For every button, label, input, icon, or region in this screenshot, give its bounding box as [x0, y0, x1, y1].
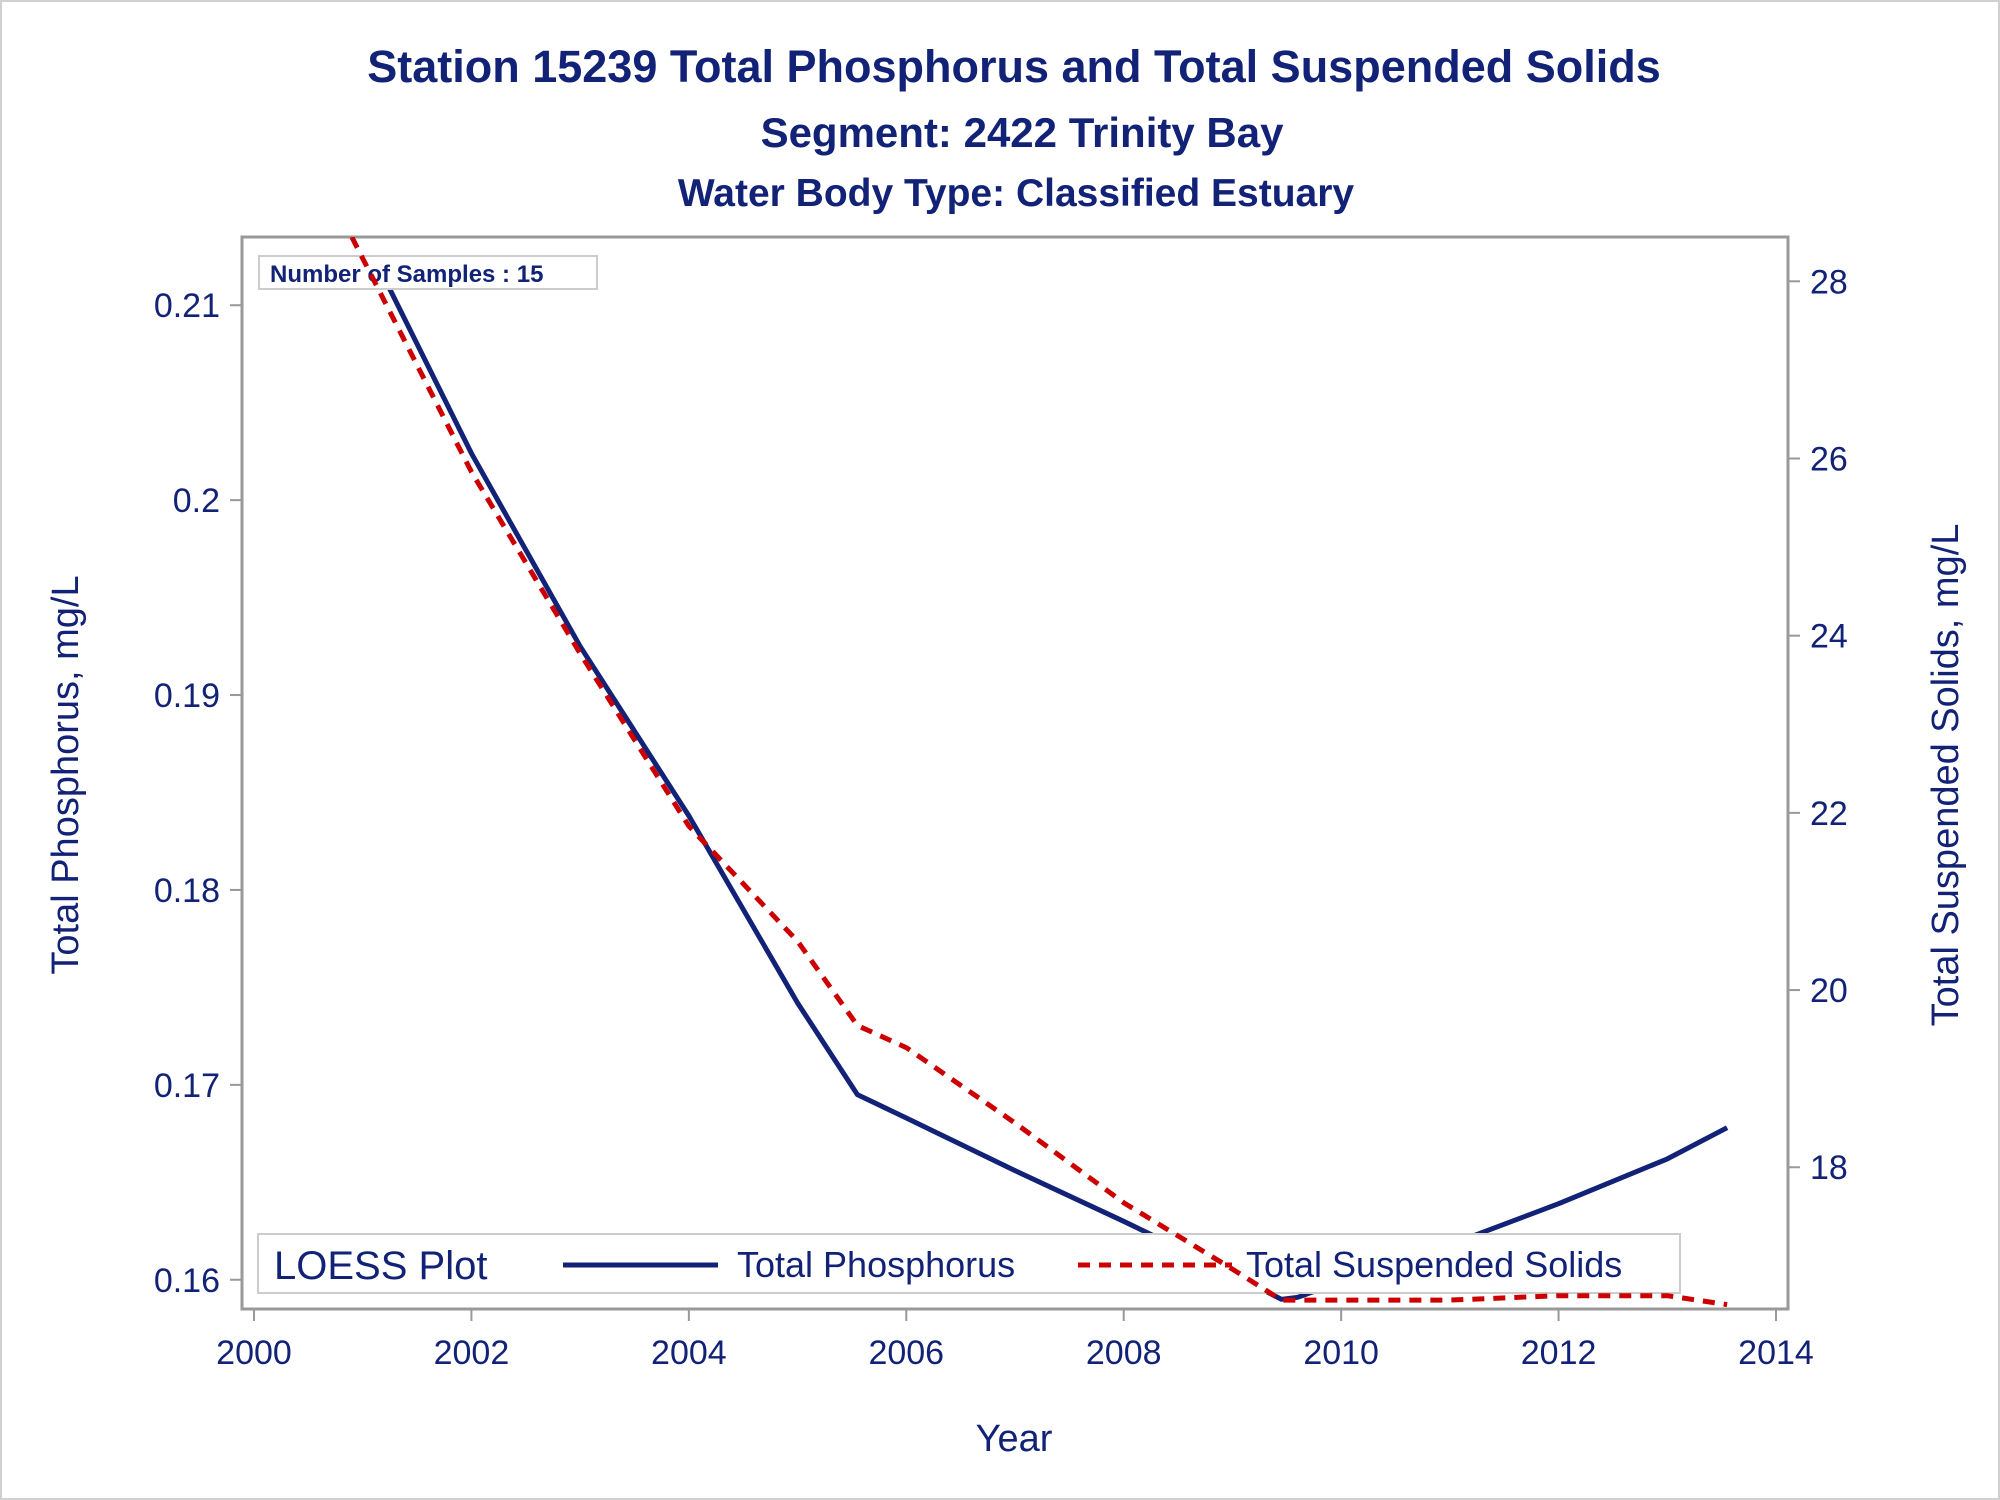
y2-tick-label: 24	[1810, 618, 1848, 656]
x-tick-label: 2004	[651, 1334, 727, 1372]
y-axis-left: 0.16 0.17 0.18 0.19 0.2 0.21	[154, 287, 242, 1300]
x-tick-label: 2014	[1738, 1334, 1814, 1372]
y-tick-label: 0.16	[154, 1262, 220, 1300]
x-tick-label: 2010	[1303, 1334, 1379, 1372]
y2-tick-label: 26	[1810, 440, 1848, 478]
inset-box	[258, 255, 598, 290]
series-line-total-phosphorus	[371, 255, 1729, 1302]
x-tick-label: 2006	[868, 1334, 944, 1372]
sample-count-inset: Number of Samples : 15	[258, 255, 598, 290]
legend-label-total-suspended-solids: Total Suspended Solids	[1246, 1244, 1622, 1285]
legend: LOESS Plot Total Phosphorus	[257, 1233, 1681, 1294]
legend-box	[257, 1233, 1681, 1294]
legend-title: LOESS Plot	[274, 1244, 487, 1288]
x-tick-label: 2002	[434, 1334, 510, 1372]
y-axis-label: Total Phosphorus, mg/L	[45, 575, 87, 974]
series-line-total-suspended-solids	[349, 237, 1728, 1308]
y-tick-label: 0.17	[154, 1067, 220, 1105]
y-tick-label: 0.19	[154, 677, 220, 715]
legend-label-total-phosphorus: Total Phosphorus	[737, 1244, 1015, 1285]
y-tick-label: 0.2	[173, 482, 220, 520]
chart-subtitle: Segment: 2422 Trinity Bay	[761, 109, 1285, 156]
y2-tick-label: 28	[1810, 263, 1848, 301]
series-lines	[371, 255, 1729, 1302]
y2-tick-label: 20	[1810, 972, 1848, 1010]
x-axis: 2000 2002 2004 2006 2008 2010 2012 2014	[216, 1309, 1814, 1372]
plot-area	[240, 235, 1790, 1311]
y2-axis-label: Total Suspended Solids, mg/L	[1925, 524, 1967, 1027]
chart-subtitle-2: Water Body Type: Classified Estuary	[678, 172, 1354, 215]
y-tick-label: 0.21	[154, 287, 220, 325]
x-tick-label: 2008	[1086, 1334, 1162, 1372]
y2-tick-label: 22	[1810, 795, 1848, 833]
y2-tick-label: 18	[1810, 1149, 1848, 1187]
inset-text: Number of Samples : 15	[270, 261, 543, 288]
x-axis-label: Year	[976, 1418, 1053, 1460]
chart-title: Station 15239 Total Phosphorus and Total…	[367, 41, 1661, 92]
y-axis-right: 18 20 22 24 26 28	[1788, 263, 1848, 1187]
x-tick-label: 2000	[216, 1334, 292, 1372]
x-tick-label: 2012	[1521, 1334, 1597, 1372]
y-tick-label: 0.18	[154, 872, 220, 910]
